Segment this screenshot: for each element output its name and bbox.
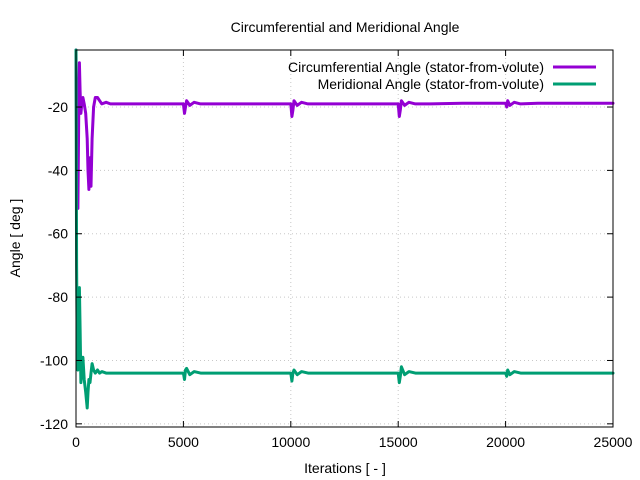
y-tick-label: -100	[40, 352, 68, 368]
plot-series	[74, 48, 615, 410]
series-line-meridional	[74, 48, 615, 410]
chart-title: Circumferential and Meridional Angle	[231, 19, 460, 35]
plot-frame	[75, 49, 614, 428]
legend: Circumferential Angle (stator-from-volut…	[288, 59, 596, 92]
x-axis-title: Iterations [ - ]	[304, 460, 386, 476]
x-tick-label: 25000	[594, 434, 633, 450]
y-tick-label: -40	[48, 162, 68, 178]
x-tick-label: 0	[72, 434, 80, 450]
y-tick-label: -120	[40, 416, 68, 432]
y-axis-ticks: -120 -100 -80 -60 -40 -20	[40, 99, 613, 432]
y-tick-label: -20	[48, 99, 68, 115]
y-axis-title: Angle [ deg ]	[7, 199, 23, 278]
grid	[76, 50, 613, 427]
x-tick-label: 20000	[486, 434, 525, 450]
x-tick-label: 15000	[379, 434, 418, 450]
legend-label: Circumferential Angle (stator-from-volut…	[288, 59, 544, 75]
legend-label: Meridional Angle (stator-from-volute)	[318, 76, 544, 92]
x-tick-label: 5000	[168, 434, 199, 450]
y-tick-label: -80	[48, 289, 68, 305]
y-tick-label: -60	[48, 226, 68, 242]
x-axis-ticks: 0 5000 10000 15000 20000 25000	[72, 50, 633, 450]
series-line-circumferential	[74, 48, 615, 210]
x-tick-label: 10000	[271, 434, 310, 450]
